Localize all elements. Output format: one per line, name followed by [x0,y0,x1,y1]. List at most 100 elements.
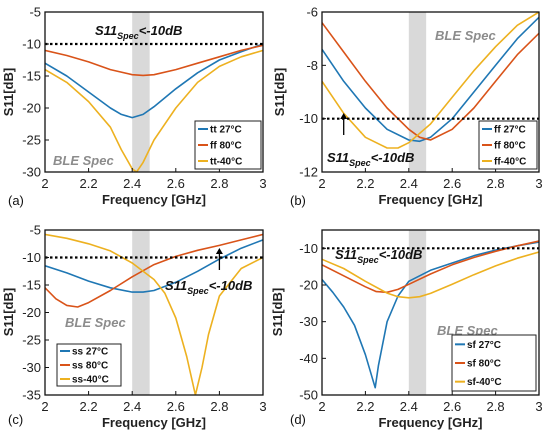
series-line-2 [322,22,539,141]
y-tick-label: -10 [299,241,318,256]
x-axis-label: Frequency [GHz] [102,415,206,430]
legend: ss 27°C ss 80°C ss-40°C [56,343,122,387]
legend-label: ff 80°C [494,141,526,152]
series-line-2 [45,44,263,77]
x-tick-label: 2.4 [400,176,418,191]
series-line-2 [322,240,539,294]
x-tick-label: 2.2 [80,399,98,414]
y-tick-label: -10 [22,250,41,265]
x-tick-label: 2.6 [167,176,185,191]
y-tick-label: -10 [22,37,41,52]
series-line-1 [45,43,263,119]
x-tick-label: 2.4 [123,176,141,191]
legend-label: ff 80°C [210,141,242,152]
series-line-3 [322,12,539,149]
spec-annotation: S11Spec<-10dB [335,247,422,265]
series-line-1 [45,239,263,293]
x-axis-label: Frequency [GHz] [378,192,482,207]
series-line-3 [322,251,539,299]
ble-label: BLE Spec [53,153,114,168]
legend-label: sf-40°C [467,377,502,388]
y-tick-label: -20 [22,101,41,116]
x-tick-label: 2.8 [210,399,228,414]
panel-letter: (d) [290,412,306,427]
legend-label: ss 80°C [72,361,108,372]
legend-label: ff-40°C [494,157,526,168]
y-tick-label: -40 [299,351,318,366]
y-tick-label: -12 [299,165,318,180]
y-tick-label: -10 [299,111,318,126]
panel-letter: (b) [290,193,306,208]
ble-label: BLE Spec [65,315,126,330]
chart-panel-1: 2 2.2 2.4 2.6 2.8 3 -5 -10 -15 -20 -25 -30 Frequency… [1,5,267,209]
spec-arrow-head [215,248,223,254]
x-tick-label: 3 [535,399,542,414]
chart-panel-3: 2 2.2 2.4 2.6 2.8 3 -5 -10 -15 -20 -25 -30 -35 Freque… [1,223,267,431]
ble-label: BLE Spec [437,323,498,338]
x-tick-label: 2 [318,399,325,414]
chart-panel-2: 2 2.2 2.4 2.6 2.8 3 -6 -8 -10 -12 Frequency [GHz] S… [272,5,543,209]
ble-band [132,12,150,172]
spec-annotation: S11Spec<-10dB [95,23,182,41]
legend-label: tt 27°C [210,125,242,136]
legend-label: sf 80°C [467,359,501,370]
y-tick-label: -25 [22,333,41,348]
y-tick-label: -5 [29,5,41,20]
x-tick-label: 2.8 [487,176,505,191]
y-tick-label: -35 [22,388,41,403]
legend-label: ss-40°C [72,375,109,386]
ble-band [408,12,427,172]
x-tick-label: 2.6 [167,399,185,414]
x-tick-label: 2.6 [443,176,461,191]
y-tick-label: -8 [306,58,318,73]
spec-arrow-head [340,113,348,119]
x-axis-label: Frequency [GHz] [378,415,482,430]
y-tick-label: -15 [22,69,41,84]
chart-panel-4: 2 2.2 2.4 2.6 2.8 3 -10 -20 -30 -40 -50 Frequency [… [270,229,543,430]
plot-frame [321,11,540,173]
y-tick-label: -20 [299,278,318,293]
x-tick-label: 2.2 [356,399,374,414]
plot-frame [321,229,540,396]
spec-annotation: S11Spec<-10dB [327,150,414,168]
ble-label: BLE Spec [435,28,496,43]
x-tick-label: 3 [259,399,266,414]
x-tick-label: 2 [41,399,48,414]
y-tick-label: -30 [22,165,41,180]
x-tick-label: 2.6 [443,399,461,414]
series-line-3 [45,49,263,172]
legend: sf 27°C sf 80°C sf-40°C [451,334,537,392]
ble-band [408,230,427,395]
x-tick-label: 2.8 [487,399,505,414]
y-axis-label: S11[dB] [1,68,16,116]
x-tick-label: 2 [318,176,325,191]
x-axis-label: Frequency [GHz] [102,192,206,207]
y-tick-label: -5 [29,223,41,238]
legend-label: tt-40°C [210,157,242,168]
panel-letter: (a) [8,193,24,208]
y-tick-label: -30 [299,314,318,329]
x-tick-label: 2.4 [123,399,141,414]
y-tick-label: -15 [22,278,41,293]
legend-label: sf 27°C [467,340,501,351]
x-tick-label: 2.2 [356,176,374,191]
series-line-2 [45,233,263,308]
x-tick-label: 2.4 [400,399,418,414]
x-tick-label: 3 [259,176,266,191]
y-tick-label: -25 [22,133,41,148]
series-line-1 [322,241,539,389]
x-tick-label: 2.2 [80,176,98,191]
panel-letter: (c) [8,412,23,427]
y-tick-label: -6 [306,5,318,20]
y-tick-label: -20 [22,305,41,320]
legend-box [451,334,537,392]
y-axis-label: S11[dB] [272,68,287,116]
ble-band [132,230,150,395]
legend: tt 27°C ff 80°C tt-40°C [194,120,262,170]
y-axis-label: S11[dB] [1,288,16,336]
legend-label: ss 27°C [72,347,108,358]
y-tick-label: -50 [299,388,318,403]
x-tick-label: 2 [41,176,48,191]
y-axis-label: S11[dB] [270,288,285,336]
